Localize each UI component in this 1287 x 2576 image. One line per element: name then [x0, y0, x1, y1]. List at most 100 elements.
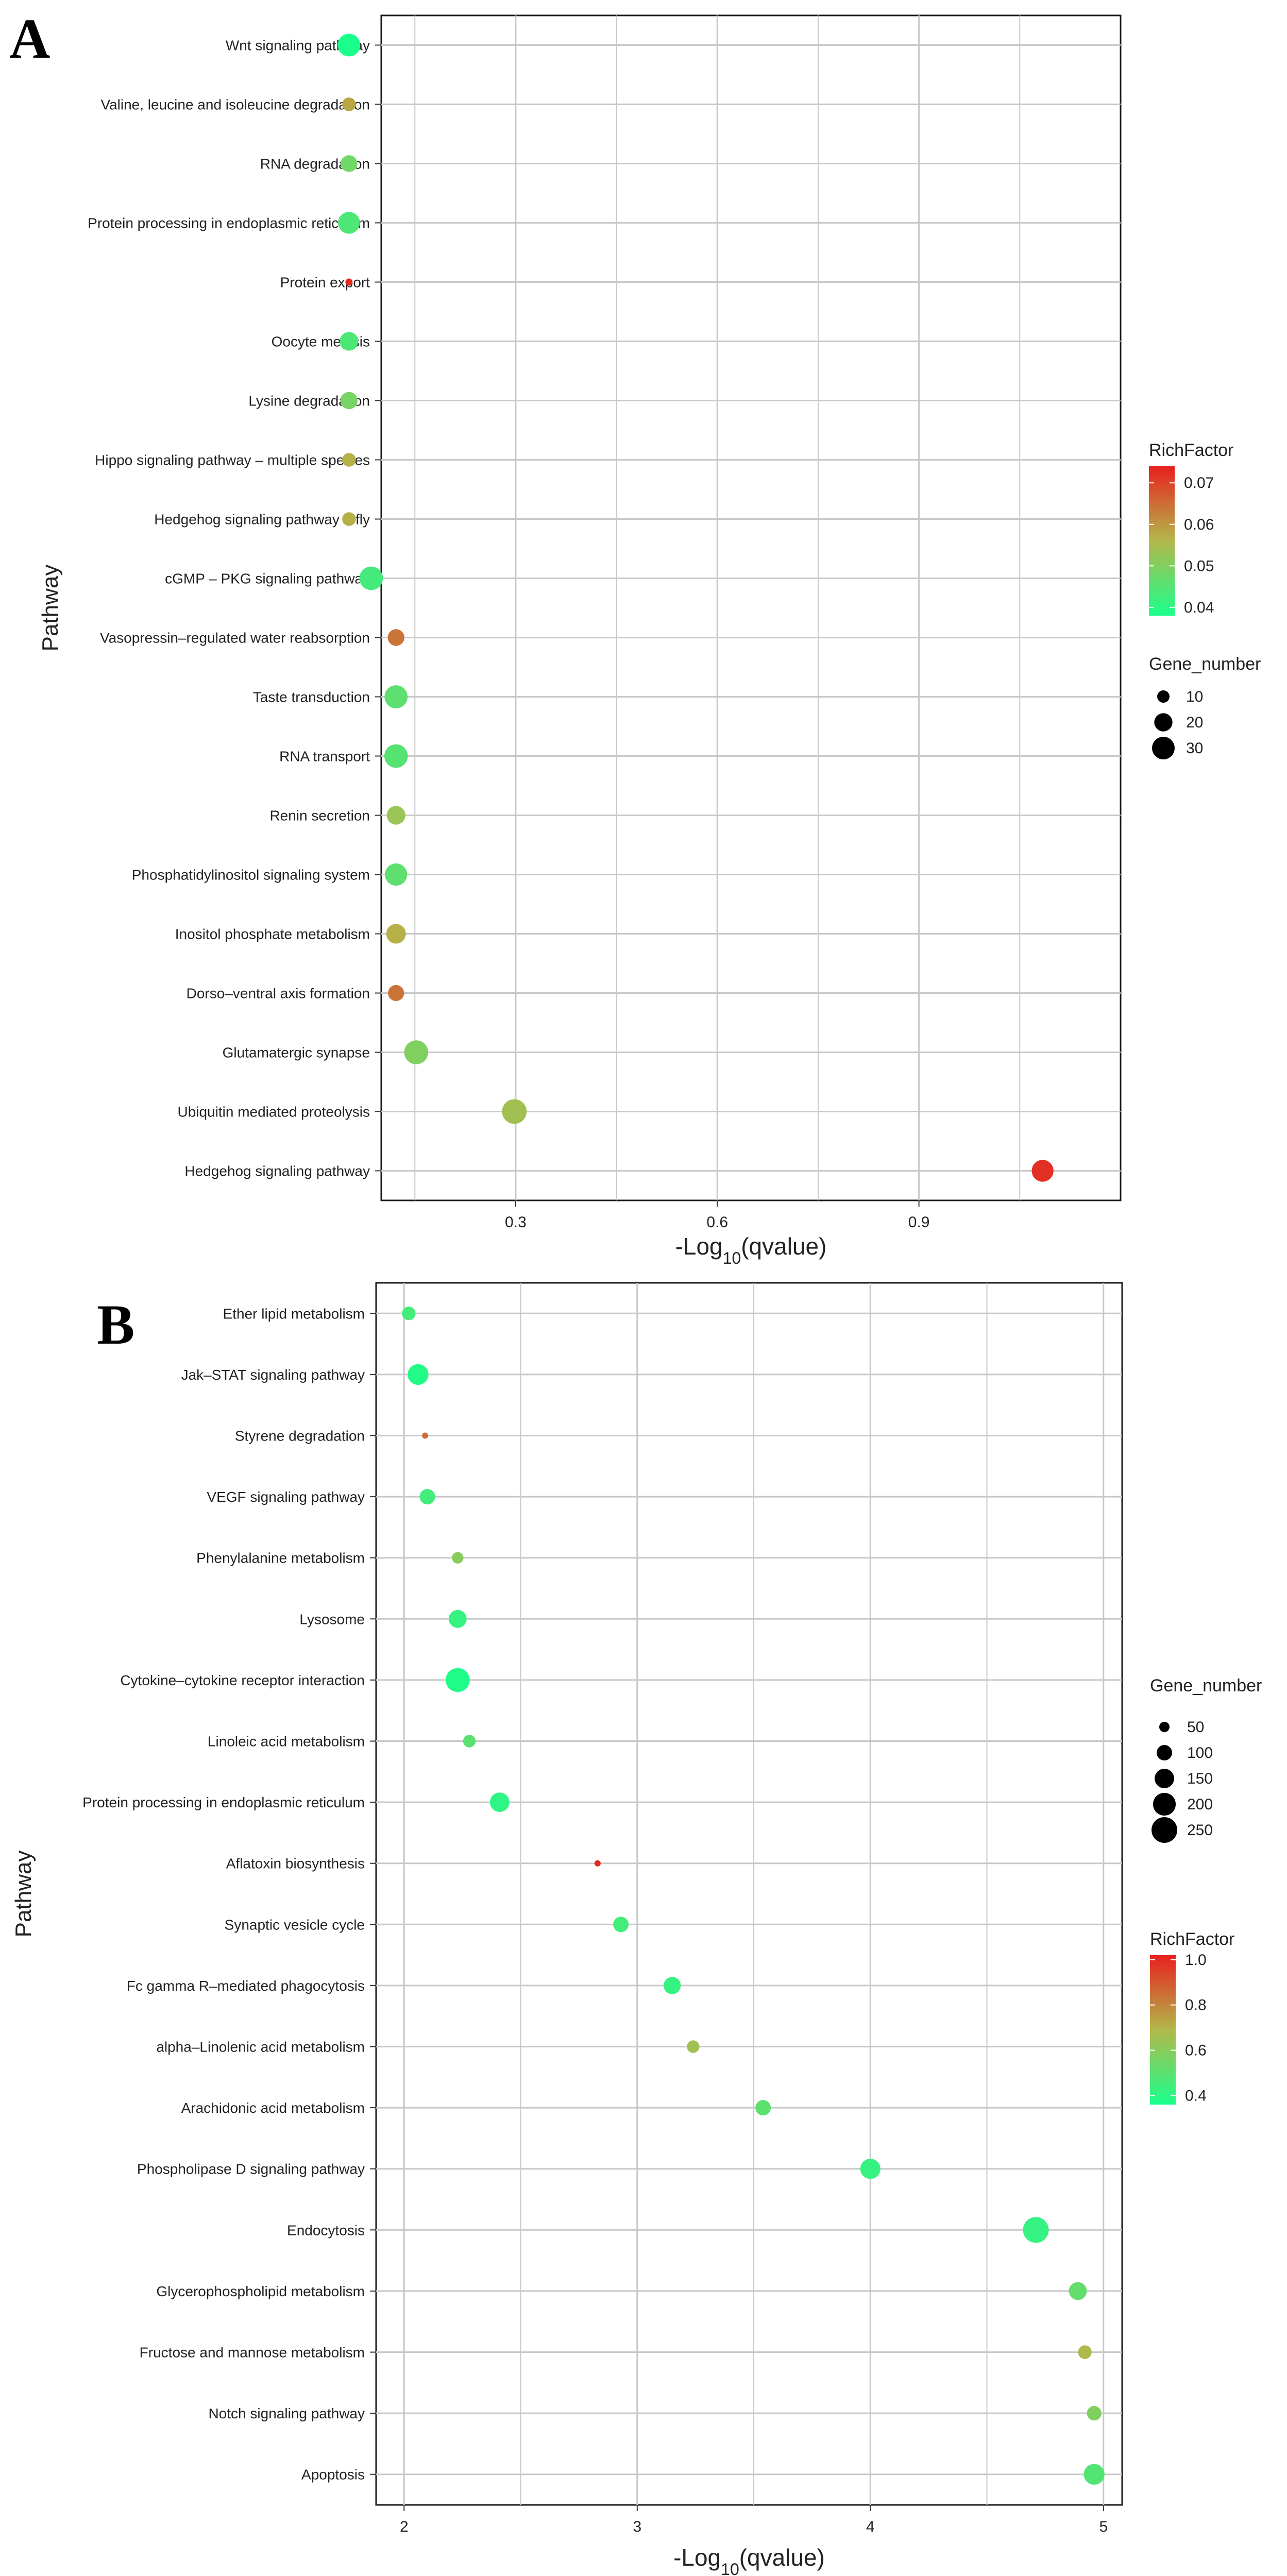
data-point: [1083, 2464, 1105, 2485]
data-point: [342, 453, 356, 467]
category-label: Apoptosis: [301, 2467, 365, 2483]
category-label: Glutamatergic synapse: [223, 1045, 370, 1061]
category-label: Hippo signaling pathway – multiple speci…: [95, 452, 370, 468]
data-point: [1087, 2406, 1102, 2421]
category-label: Fructose and mannose metabolism: [140, 2345, 365, 2361]
data-point: [404, 1040, 429, 1064]
data-point: [448, 1609, 467, 1628]
category-label: Cytokine–cytokine receptor interaction: [120, 1672, 365, 1688]
size-legend-title: Gene_number: [1149, 654, 1261, 674]
category-label: Jak–STAT signaling pathway: [181, 1367, 365, 1383]
size-legend-label: 30: [1186, 740, 1203, 757]
x-axis-title-subscript: 10: [721, 2560, 739, 2576]
category-label: Renin secretion: [269, 808, 370, 824]
data-point: [502, 1099, 527, 1124]
x-axis-title: -Log10(qvalue): [673, 2544, 825, 2576]
category-label: Protein processing in endoplasmic reticu…: [82, 1794, 365, 1810]
x-tick-label: 0.9: [908, 1214, 930, 1231]
size-legend-dot: [1155, 1769, 1174, 1788]
category-label: Ubiquitin mediated proteolysis: [177, 1104, 370, 1120]
colorbar: [1149, 466, 1175, 616]
category-label: Lysosome: [299, 1611, 365, 1627]
data-point: [419, 1489, 435, 1505]
plot-frame: [380, 14, 1122, 1201]
size-legend-dot: [1159, 1722, 1170, 1732]
x-tick-label: 0.3: [505, 1214, 527, 1231]
colorbar-tick-label: 0.05: [1184, 557, 1214, 574]
colorbar-tick-label: 0.8: [1185, 1997, 1207, 2014]
size-legend-label: 50: [1187, 1719, 1204, 1736]
x-tick-label: 2: [400, 2518, 409, 2535]
size-legend-label: 250: [1187, 1822, 1213, 1839]
category-label: Ether lipid metabolism: [223, 1306, 365, 1321]
category-label: Dorso–ventral axis formation: [187, 986, 370, 1002]
colorbar: [1150, 1955, 1176, 2105]
size-legend-label: 20: [1186, 714, 1203, 731]
category-label: Arachidonic acid metabolism: [181, 2100, 365, 2116]
category-label: Vasopressin–regulated water reabsorption: [100, 630, 370, 646]
data-point: [1069, 2282, 1087, 2300]
data-point: [408, 1364, 429, 1385]
size-legend-label: 10: [1186, 688, 1203, 705]
data-point: [452, 1552, 464, 1564]
size-legend-dot: [1151, 1817, 1177, 1843]
data-point: [1031, 1160, 1054, 1182]
category-label: Inositol phosphate metabolism: [175, 926, 370, 942]
category-label: Taste transduction: [253, 689, 370, 705]
data-point: [387, 629, 404, 646]
x-tick-label: 3: [633, 2518, 641, 2535]
colorbar-tick-label: 0.6: [1185, 2042, 1207, 2059]
data-point: [422, 1432, 429, 1439]
category-label: cGMP – PKG signaling pathway: [165, 571, 370, 587]
category-label: RNA transport: [279, 749, 370, 765]
data-point: [345, 278, 353, 286]
data-point: [663, 1977, 681, 1994]
data-point: [340, 392, 358, 410]
colorbar-tick-label: 0.4: [1185, 2087, 1207, 2104]
y-axis-title: Pathway: [11, 1851, 36, 1938]
category-label: Linoleic acid metabolism: [208, 1734, 365, 1750]
y-axis-title: Pathway: [38, 565, 63, 652]
data-point: [337, 33, 361, 57]
size-legend-dot: [1152, 737, 1175, 759]
data-point: [446, 1668, 470, 1692]
data-point: [385, 863, 408, 886]
category-label: Hedgehog signaling pathway – fly: [154, 512, 370, 528]
size-legend-dot: [1157, 690, 1170, 703]
data-point: [755, 2100, 771, 2116]
data-point: [342, 512, 356, 526]
size-legend-label: 150: [1187, 1770, 1213, 1787]
colorbar-legend-title: RichFactor: [1150, 1929, 1234, 1949]
size-legend-dot: [1153, 1792, 1176, 1816]
data-point: [359, 566, 383, 590]
category-label: Protein processing in endoplasmic reticu…: [88, 215, 370, 231]
data-point: [687, 2040, 700, 2053]
data-point: [489, 1792, 510, 1812]
category-label: Aflatoxin biosynthesis: [226, 1856, 365, 1872]
colorbar-tick-label: 0.07: [1184, 474, 1214, 492]
data-point: [388, 985, 404, 1002]
size-legend-label: 200: [1187, 1796, 1213, 1813]
size-legend-dot: [1157, 1745, 1172, 1760]
category-label: Endocytosis: [287, 2222, 365, 2238]
size-legend-label: 100: [1187, 1744, 1213, 1761]
category-label: Notch signaling pathway: [208, 2405, 365, 2421]
category-label: alpha–Linolenic acid metabolism: [156, 2039, 365, 2055]
category-label: Phenylalanine metabolism: [196, 1550, 365, 1566]
category-label: Styrene degradation: [235, 1428, 365, 1444]
x-tick-label: 0.6: [706, 1214, 728, 1231]
data-point: [338, 212, 360, 234]
panel-b: B Ether lipid metabolism Jak–STAT signalin…: [11, 1282, 1262, 2576]
x-axis-title-main: -Log: [673, 2544, 721, 2571]
x-axis-title-tail: (qvalue): [741, 1233, 826, 1260]
data-point: [384, 744, 408, 768]
data-point: [1078, 2345, 1092, 2359]
data-point: [341, 155, 358, 172]
category-label: Hedgehog signaling pathway: [184, 1163, 370, 1179]
x-tick-label: 4: [866, 2518, 875, 2535]
category-label: Fc gamma R–mediated phagocytosis: [127, 1978, 365, 1994]
x-axis-title-main: -Log: [675, 1233, 723, 1260]
colorbar-legend-title: RichFactor: [1149, 440, 1233, 460]
